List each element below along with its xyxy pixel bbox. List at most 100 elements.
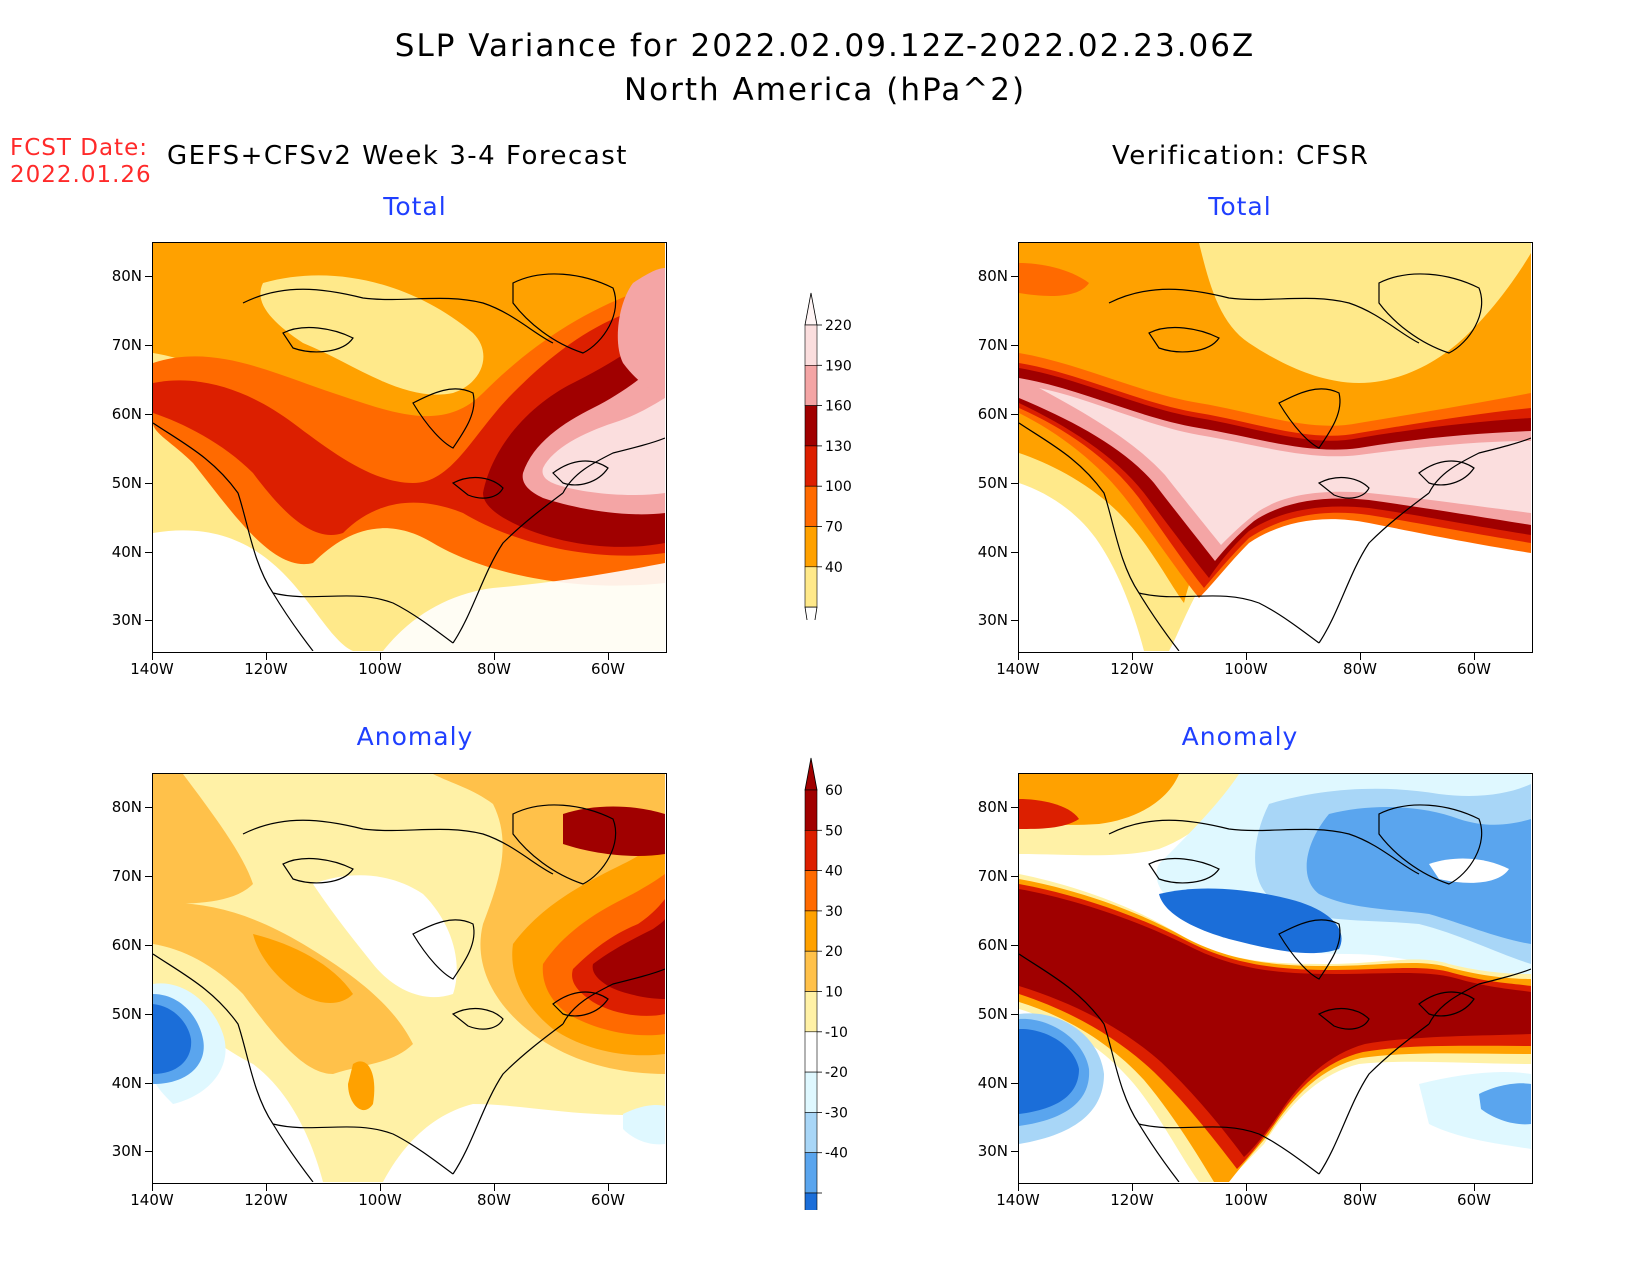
colorbar-anomaly-label: -10 (825, 1025, 848, 1041)
colorbar-anomaly-swatch (804, 1031, 818, 1073)
lat-tick (1011, 1083, 1018, 1084)
colorbar-anomaly-label: 60 (825, 783, 843, 799)
lat-tick (145, 345, 152, 346)
colorbar-anomaly-swatch (804, 870, 818, 912)
lat-tick (1011, 276, 1018, 277)
lat-label-forecast-total: 70N (111, 336, 142, 354)
lat-tick (145, 483, 152, 484)
lat-tick (1011, 483, 1018, 484)
lat-label-forecast-anomaly: 70N (111, 867, 142, 885)
lon-label-forecast-total: 100W (358, 660, 402, 678)
lat-label-verification-anomaly: 80N (977, 798, 1008, 816)
lon-label-forecast-anomaly: 100W (358, 1191, 402, 1209)
forecast-header: GEFS+CFSv2 Week 3-4 Forecast (167, 141, 628, 171)
colorbar-anomaly-label: 10 (825, 985, 843, 1001)
lat-label-verification-anomaly: 30N (977, 1142, 1008, 1160)
lat-tick (1011, 552, 1018, 553)
fcst-date-value: 2022.01.26 (10, 162, 152, 188)
colorbar-anomaly-label: 40 (825, 864, 843, 880)
lat-label-verification-total: 70N (977, 336, 1008, 354)
colorbar-total-bottom-arrow (804, 606, 818, 620)
lat-tick (1011, 1014, 1018, 1015)
lon-tick (266, 1184, 267, 1191)
lat-label-forecast-total: 30N (111, 611, 142, 629)
lon-tick (152, 653, 153, 660)
lon-label-verification-total: 120W (1110, 660, 1154, 678)
panel-title-forecast-anomaly: Anomaly (356, 722, 474, 751)
lon-label-verification-total: 140W (996, 660, 1040, 678)
colorbar-anomaly-swatch (804, 789, 818, 831)
colorbar-anomaly-label: -30 (825, 1105, 848, 1121)
colorbar-anomaly-top-arrow (804, 757, 818, 791)
colorbar-total-swatch (804, 485, 818, 527)
lat-tick (145, 620, 152, 621)
lat-tick (145, 1151, 152, 1152)
colorbar-anomaly: 60 50 40 30 20 10 -10 -20 -30 -40 (804, 757, 848, 1210)
colorbar-anomaly-swatch (804, 991, 818, 1033)
colorbar-total-label: 130 (825, 439, 852, 455)
colorbar-total-label: 100 (825, 479, 852, 495)
main-subtitle: North America (hPa^2) (623, 72, 1027, 108)
colorbar-total-label: 40 (825, 560, 843, 576)
lat-label-forecast-total: 60N (111, 405, 142, 423)
lat-tick (145, 1014, 152, 1015)
lat-label-verification-anomaly: 40N (977, 1074, 1008, 1092)
colorbar-anomaly-swatch (804, 1112, 818, 1153)
panel-title-forecast-total: Total (383, 192, 447, 221)
colorbar-anomaly-label: 50 (825, 823, 843, 839)
lon-tick (1474, 1184, 1475, 1191)
lon-label-forecast-anomaly: 80W (477, 1191, 511, 1209)
lat-label-forecast-total: 80N (111, 267, 142, 285)
verification-header: Verification: CFSR (1112, 141, 1370, 171)
lon-tick (152, 1184, 153, 1191)
colorbar-anomaly-label: -20 (825, 1065, 848, 1081)
lat-tick (145, 876, 152, 877)
lat-tick (1011, 345, 1018, 346)
colorbar-anomaly-swatch (804, 910, 818, 952)
lat-tick (145, 945, 152, 946)
lat-tick (145, 276, 152, 277)
lat-tick (1011, 945, 1018, 946)
lon-tick (494, 653, 495, 660)
lon-label-forecast-total: 120W (244, 660, 288, 678)
colorbar-total-top-arrow (804, 292, 818, 326)
lon-label-forecast-anomaly: 120W (244, 1191, 288, 1209)
lat-label-forecast-anomaly: 60N (111, 936, 142, 954)
colorbar-total-swatch (804, 566, 818, 608)
lat-label-verification-total: 60N (977, 405, 1008, 423)
colorbar-total: 220 190 160 130 100 70 40 (804, 292, 852, 620)
lon-tick (608, 653, 609, 660)
lon-tick (1246, 1184, 1247, 1191)
lon-tick (1132, 1184, 1133, 1191)
lon-tick (380, 1184, 381, 1191)
colorbar-total-label: 220 (825, 318, 852, 334)
lon-label-forecast-anomaly: 60W (591, 1191, 625, 1209)
lat-tick (145, 414, 152, 415)
colorbar-anomaly-swatch (804, 1152, 818, 1194)
lat-label-verification-total: 30N (977, 611, 1008, 629)
lon-tick (1018, 653, 1019, 660)
lat-tick (1011, 1151, 1018, 1152)
map-forecast-total (152, 242, 667, 653)
lat-tick (1011, 876, 1018, 877)
lon-label-forecast-anomaly: 140W (130, 1191, 174, 1209)
lon-tick (1360, 653, 1361, 660)
lon-label-forecast-total: 80W (477, 660, 511, 678)
lat-label-verification-anomaly: 50N (977, 1005, 1008, 1023)
colorbar-total-swatch (804, 526, 818, 568)
lon-label-verification-total: 60W (1457, 660, 1491, 678)
colorbar-anomaly-swatch (804, 1192, 818, 1210)
colorbar-total-label: 160 (825, 399, 852, 415)
lon-tick (1474, 653, 1475, 660)
lon-label-verification-anomaly: 80W (1343, 1191, 1377, 1209)
lat-label-forecast-anomaly: 40N (111, 1074, 142, 1092)
colorbar-total-swatch (804, 365, 818, 406)
colorbar-total-swatch (804, 324, 818, 366)
colorbar-total-swatch (804, 445, 818, 487)
lat-tick (145, 552, 152, 553)
lat-label-verification-anomaly: 70N (977, 867, 1008, 885)
colorbar-anomaly-label: 30 (825, 904, 843, 920)
lat-label-forecast-total: 40N (111, 543, 142, 561)
lon-label-verification-anomaly: 140W (996, 1191, 1040, 1209)
colorbar-total-label: 190 (825, 358, 852, 374)
